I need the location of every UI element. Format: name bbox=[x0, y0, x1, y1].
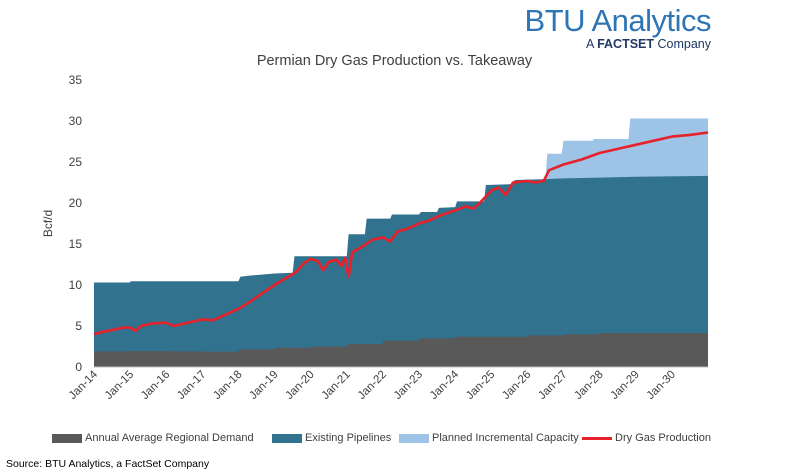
chart-title: Permian Dry Gas Production vs. Takeaway bbox=[256, 53, 533, 69]
x-tick-label: Jan-17 bbox=[175, 369, 208, 402]
logo-tagline: A FACTSET Company bbox=[525, 37, 711, 51]
legend-swatch-demand bbox=[52, 433, 82, 443]
x-tick-label: Jan-20 bbox=[283, 369, 316, 402]
y-tick-label: 20 bbox=[69, 196, 83, 210]
x-tick-label: Jan-29 bbox=[609, 369, 642, 402]
legend-item-production: Dry Gas Production bbox=[582, 432, 711, 444]
logo-tagline-bold: FACTSET bbox=[597, 37, 655, 51]
legend-item-pipelines: Existing Pipelines bbox=[272, 432, 391, 444]
x-tick-label: Jan-24 bbox=[428, 368, 462, 402]
legend-swatch-planned bbox=[399, 433, 429, 443]
legend-item-planned: Planned Incremental Capacity bbox=[399, 432, 579, 444]
legend-label-demand: Annual Average Regional Demand bbox=[85, 432, 254, 444]
x-tick-label: Jan-28 bbox=[572, 369, 605, 402]
y-tick-label: 25 bbox=[69, 155, 83, 169]
x-tick-label: Jan-30 bbox=[645, 369, 678, 402]
source-note: Source: BTU Analytics, a FactSet Company bbox=[6, 458, 210, 470]
series-line-dry-gas-production bbox=[93, 131, 709, 336]
x-tick-label: Jan-23 bbox=[392, 369, 425, 402]
x-tick-label: Jan-21 bbox=[320, 369, 353, 402]
legend-label-production: Dry Gas Production bbox=[615, 432, 711, 444]
x-tick-label: Jan-26 bbox=[500, 369, 533, 402]
y-tick-label: 15 bbox=[69, 237, 83, 251]
y-axis-title: Bcf/d bbox=[41, 210, 55, 237]
y-tick-label: 30 bbox=[69, 114, 83, 128]
company-logo: BTU Analytics A FACTSET Company bbox=[524, 3, 712, 52]
legend-line-production bbox=[582, 436, 612, 440]
x-tick-label: Jan-15 bbox=[103, 369, 136, 402]
y-tick-label: 5 bbox=[75, 319, 82, 333]
y-tick-label: 35 bbox=[69, 73, 83, 87]
x-tick-label: Jan-16 bbox=[139, 369, 172, 402]
logo-tagline-suffix: Company bbox=[654, 37, 711, 51]
x-tick-label: Jan-19 bbox=[247, 369, 280, 402]
x-tick-label: Jan-27 bbox=[536, 369, 569, 402]
x-tick-label: Jan-25 bbox=[464, 369, 497, 402]
series-area-regional-demand bbox=[94, 333, 708, 367]
x-tick-label: Jan-22 bbox=[356, 369, 389, 402]
x-tick-label: Jan-18 bbox=[211, 369, 244, 402]
x-tick-label: Jan-14 bbox=[67, 368, 101, 402]
legend-label-planned: Planned Incremental Capacity bbox=[432, 432, 579, 444]
legend-item-demand: Annual Average Regional Demand bbox=[52, 432, 254, 444]
legend-swatch-pipelines bbox=[272, 433, 302, 443]
y-tick-label: 10 bbox=[69, 278, 83, 292]
y-tick-label: 0 bbox=[75, 360, 82, 374]
logo-tagline-prefix: A bbox=[585, 37, 598, 51]
series-area-existing-pipelines bbox=[94, 175, 708, 367]
logo-wordmark: BTU Analytics bbox=[524, 3, 712, 38]
legend-label-pipelines: Existing Pipelines bbox=[305, 432, 392, 444]
